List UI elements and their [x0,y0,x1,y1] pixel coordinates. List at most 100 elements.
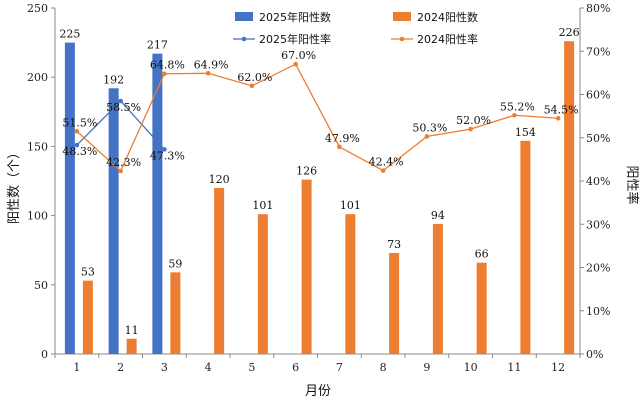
line-point [555,115,561,121]
bars [64,41,575,355]
rate-label: 51.5% [62,116,97,129]
y-axis-title: 阳性数（个） [7,146,22,224]
rate-label: 64.9% [194,58,229,71]
rate-label: 50.3% [412,121,447,134]
bar [126,338,137,354]
bar-value-label: 94 [431,209,445,222]
bar [389,252,400,354]
rate-label: 42.4% [369,156,404,169]
bar-value-label: 73 [387,238,401,251]
line-point [468,126,473,132]
x-tick-label: 8 [380,361,387,374]
line-point [118,168,123,174]
bar [64,42,75,354]
y2-tick-label: 40% [586,175,610,188]
y2-tick-label: 80% [586,2,610,15]
bar [476,262,487,354]
line-point [380,168,386,173]
line-point [74,128,80,134]
rate-label: 42.3% [106,156,141,169]
y2-tick-label: 0% [586,348,603,361]
x-tick-label: 10 [464,361,478,374]
bar [108,88,119,354]
y2-tick-label: 70% [586,45,610,58]
line-point [424,134,430,139]
bar [301,179,312,354]
line-point [162,71,167,77]
y-tick-label: 50 [34,279,48,292]
legend-label: 2025年阳性率 [259,32,331,46]
line-point [205,71,211,76]
bar-value-label: 59 [168,257,182,270]
y2-tick-label: 50% [586,132,610,145]
bar-value-label: 126 [296,165,317,178]
bar-value-label: 101 [252,199,273,212]
y2-tick-label: 10% [586,305,610,318]
legend-swatch [393,12,411,21]
line-point [74,142,80,148]
bar-value-label: 66 [475,248,489,261]
bar [152,53,163,355]
axes: 0 50 100 150 200 250 0% 10% 20% 30% 40% 50% 60% 70% 80… [27,2,610,374]
y-tick-label: 150 [27,140,48,153]
bar [82,280,93,354]
bar-value-label: 120 [209,173,230,186]
bar-value-label: 11 [125,324,139,337]
bar-value-label: 154 [515,126,536,139]
rate-label: 62.0% [237,71,272,84]
lines [74,61,561,174]
line-point [293,61,298,67]
x-tick-label: 6 [292,361,299,374]
bar [520,140,531,354]
rate-label: 54.5% [544,103,579,116]
bar [214,187,225,354]
bar [432,223,443,354]
legend-marker [399,36,405,42]
legend-label: 2025年阳性数 [259,10,331,24]
line-point [118,98,123,104]
bar [170,272,181,354]
legend-label: 2024阳性率 [417,32,478,46]
bar-value-label: 225 [59,28,80,41]
bar [257,214,268,354]
line-point [162,147,167,152]
data-labels: 225 192 217 53 11 59 120 101 126 101 73 94 66 154 226 4… [59,26,579,337]
legend-marker [241,36,247,42]
x-tick-label: 2 [117,361,124,374]
x-tick-label: 4 [205,361,212,374]
x-tick-label: 11 [507,361,521,374]
bar-value-label: 226 [559,26,580,39]
bar-value-label: 53 [81,266,95,279]
bar [564,41,575,354]
y2-axis-title: 阳性率 [624,165,640,204]
y2-tick-label: 60% [586,89,610,102]
x-axis-title: 月份 [305,384,331,399]
bar [345,214,356,354]
legend-label: 2024阳性数 [417,10,478,24]
y-tick-label: 100 [27,210,48,223]
rate-label: 67.0% [281,49,316,62]
x-tick-label: 7 [336,361,343,374]
y2-tick-label: 30% [586,218,610,231]
rate-label: 64.8% [150,59,185,72]
x-tick-label: 1 [73,361,80,374]
y-tick-label: 200 [27,71,48,84]
bar-value-label: 192 [103,73,124,86]
legend: 2025年阳性数 2024阳性数 2025年阳性率 2024阳性率 [233,10,478,46]
rate-label: 52.0% [456,114,491,127]
x-tick-label: 5 [248,361,255,374]
rate-label: 55.2% [500,100,535,113]
y-tick-label: 250 [27,2,48,15]
legend-swatch [235,12,253,21]
rate-label: 48.3% [62,145,97,158]
line-point [512,112,517,118]
line-point [337,144,342,150]
rate-label: 47.3% [150,149,185,162]
rate-label: 58.5% [106,101,141,114]
series-line [76,63,559,173]
x-tick-label: 12 [551,361,565,374]
x-tick-label: 3 [161,361,168,374]
bar-value-label: 217 [147,39,168,52]
x-tick-label: 9 [423,361,430,374]
bar-value-label: 101 [340,199,361,212]
